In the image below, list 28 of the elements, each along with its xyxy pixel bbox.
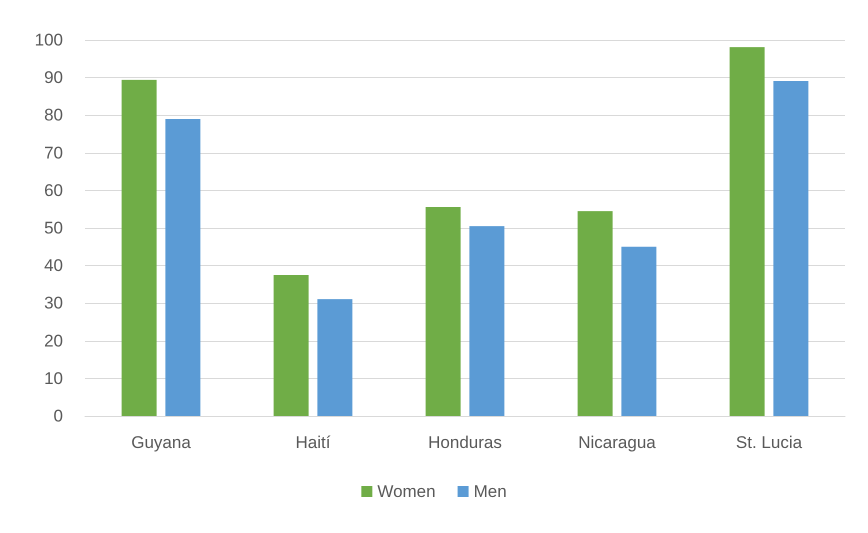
bar: [730, 47, 765, 416]
bar: [426, 206, 461, 416]
x-tick-label: Nicaragua: [578, 433, 656, 452]
y-tick-label: 100: [34, 30, 63, 50]
y-tick-label: 60: [44, 180, 63, 200]
y-tick-label: 0: [54, 406, 63, 426]
y-tick-label: 50: [44, 218, 63, 238]
x-tick-label: Guyana: [131, 433, 192, 452]
bar: [165, 118, 200, 416]
bar: [122, 80, 157, 416]
y-tick-label: 90: [44, 68, 63, 88]
bar: [469, 226, 504, 416]
x-tick-label: St. Lucia: [736, 433, 803, 452]
bar: [578, 211, 613, 416]
legend-label: Women: [377, 482, 436, 501]
y-tick-label: 10: [44, 368, 63, 388]
y-tick-label: 80: [44, 106, 63, 125]
bar: [621, 246, 656, 416]
bar: [274, 275, 309, 416]
bar: [317, 299, 352, 416]
y-tick-label: 30: [44, 294, 63, 313]
y-tick-label: 40: [44, 256, 63, 276]
y-tick-label: 70: [44, 143, 63, 162]
legend-label: Men: [474, 482, 507, 501]
x-tick-label: Haití: [296, 433, 331, 452]
bar: [773, 80, 808, 416]
y-tick-label: 20: [44, 331, 63, 350]
x-tick-label: Honduras: [428, 433, 502, 452]
